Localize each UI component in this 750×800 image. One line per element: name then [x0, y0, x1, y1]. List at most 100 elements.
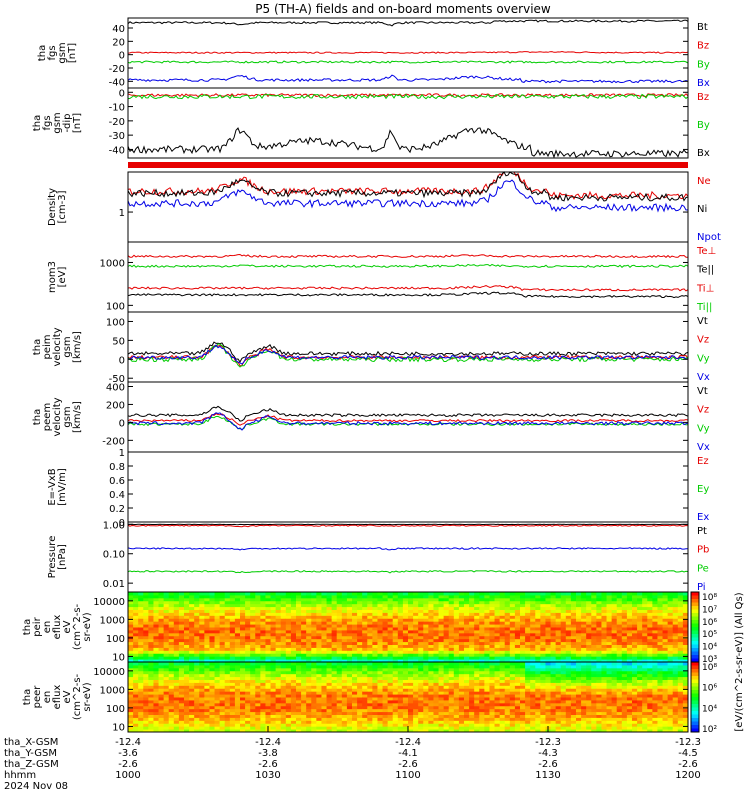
spectrogram-cell — [260, 627, 266, 631]
spectrogram-cell — [290, 609, 297, 613]
spectrogram-cell — [387, 618, 394, 622]
spectrogram-cell — [469, 638, 475, 643]
spectrogram-cell — [433, 647, 440, 651]
spectrogram-cell — [632, 656, 638, 660]
spectrogram-cell — [540, 702, 546, 707]
spectrogram-cell — [189, 717, 195, 721]
spectrogram-cell — [209, 702, 216, 707]
spectrogram-cell — [682, 606, 689, 610]
spectrogram-cell — [601, 659, 608, 663]
spectrogram-cell — [245, 621, 251, 625]
spectrogram-cell — [143, 606, 149, 610]
spectrogram-cell — [682, 603, 689, 608]
spectrogram-cell — [184, 656, 190, 660]
spectrogram-cell — [387, 603, 394, 608]
spectrogram-cell — [128, 691, 134, 695]
spectrogram-cell — [306, 670, 312, 675]
spectrogram-cell — [148, 685, 154, 689]
spectrogram-cell — [245, 597, 251, 602]
spectrogram-cell — [143, 697, 149, 701]
spectrogram-cell — [367, 647, 373, 651]
spectrogram-cell — [240, 685, 246, 689]
spectrogram-cell — [504, 679, 511, 683]
spectrogram-cell — [352, 624, 358, 628]
spectrogram-cell — [163, 624, 170, 628]
spectrogram-cell — [255, 653, 261, 657]
spectrogram-cell — [458, 664, 465, 669]
spectrogram-cell — [545, 708, 552, 713]
spectrogram-cell — [402, 594, 409, 599]
spectrogram-cell — [189, 638, 195, 643]
spectrogram-cell — [316, 717, 322, 721]
spectrogram-cell — [525, 627, 531, 631]
spectrogram-cell — [677, 644, 684, 648]
spectrogram-cell — [545, 600, 552, 605]
legend-label: Ez — [697, 456, 709, 467]
spectrogram-cell — [316, 653, 322, 657]
spectrogram-cell — [224, 644, 231, 648]
spectrogram-cell — [341, 685, 348, 689]
spectrogram-cell — [448, 688, 455, 692]
spectrogram-cell — [484, 635, 490, 640]
spectrogram-cell — [392, 594, 399, 599]
spectrogram-cell — [138, 606, 144, 610]
spectrogram-cell — [458, 606, 465, 610]
spectrogram-cell — [158, 615, 165, 619]
spectrogram-cell — [306, 644, 312, 648]
spectrogram-cell — [433, 729, 440, 733]
spectrogram-cell — [672, 609, 679, 613]
spectrogram-cell — [133, 711, 139, 715]
spectrogram-cell — [306, 624, 312, 628]
spectrogram-cell — [189, 673, 195, 678]
spectrogram-cell — [316, 638, 322, 643]
y-tick-label: 50 — [112, 336, 125, 347]
spectrogram-cell — [209, 656, 216, 660]
spectrogram-cell — [173, 667, 180, 672]
spectrogram-cell — [453, 659, 460, 663]
spectrogram-cell — [520, 714, 526, 718]
spectrogram-cell — [652, 606, 658, 610]
spectrogram-cell — [362, 641, 368, 645]
spectrogram-cell — [413, 615, 419, 619]
spectrogram-cell — [499, 656, 506, 660]
spectrogram-cell — [209, 597, 216, 602]
spectrogram-cell — [555, 647, 562, 651]
spectrogram-cell — [565, 720, 572, 724]
spectrogram-cell — [418, 635, 424, 640]
spectrogram-cell — [570, 673, 577, 678]
spectrogram-cell — [194, 705, 200, 710]
spectrogram-cell — [504, 694, 511, 698]
spectrogram-cell — [469, 705, 475, 710]
spectrogram-cell — [224, 714, 231, 718]
spectrogram-cell — [290, 685, 297, 689]
spectrogram-cell — [464, 627, 470, 631]
spectrogram-cell — [128, 597, 134, 602]
spectrogram-cell — [453, 717, 460, 721]
spectrogram-cell — [479, 641, 485, 645]
spectrogram-cell — [275, 656, 282, 660]
spectrogram-cell — [280, 624, 287, 628]
spectrogram-cell — [550, 697, 557, 701]
spectrogram-cell — [301, 600, 307, 605]
spectrogram-cell — [438, 697, 445, 701]
spectrogram-cell — [448, 685, 455, 689]
spectrogram-cell — [234, 682, 241, 686]
spectrogram-cell — [214, 708, 221, 713]
spectrogram-cell — [535, 632, 541, 637]
spectrogram-cell — [199, 711, 205, 715]
spectrogram-cell — [189, 726, 195, 730]
spectrogram-cell — [382, 603, 389, 608]
spectrogram-cell — [408, 688, 414, 692]
spectrogram-cell — [138, 720, 144, 724]
spectrogram-cell — [285, 705, 292, 710]
spectrogram-cell — [499, 653, 506, 657]
spectrogram-cell — [250, 664, 256, 669]
spectrogram-cell — [453, 688, 460, 692]
spectrogram-cell — [255, 667, 261, 672]
spectrogram-cell — [423, 641, 429, 645]
spectrogram-cell — [168, 641, 175, 645]
spectrogram-cell — [662, 641, 669, 645]
spectrogram-cell — [509, 691, 516, 695]
spectrogram-cell — [520, 705, 526, 710]
spectrogram-cell — [479, 667, 485, 672]
